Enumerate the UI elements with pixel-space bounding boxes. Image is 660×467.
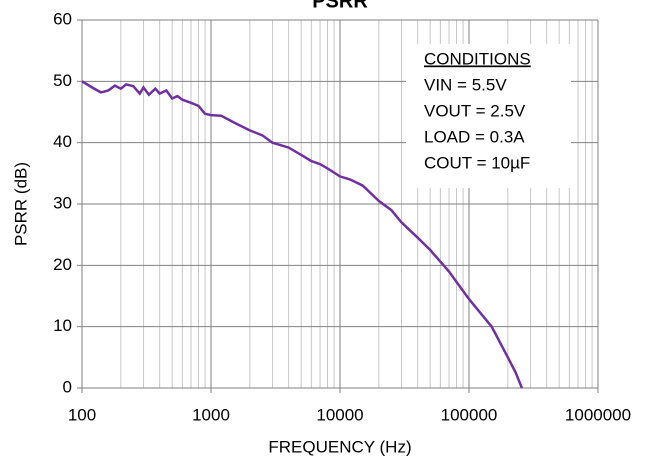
y-tick-label: 50 (53, 71, 72, 90)
x-tick-label: 100000 (441, 405, 498, 424)
chart-title: PSRR (312, 0, 368, 12)
y-tick-label: 30 (53, 193, 72, 212)
y-tick-label: 40 (53, 132, 72, 151)
annotation-line: LOAD = 0.3A (424, 127, 525, 146)
x-tick-label: 1000 (192, 405, 230, 424)
x-axis-label: FREQUENCY (Hz) (268, 437, 411, 456)
annotation-line: VOUT = 2.5V (424, 101, 526, 120)
y-axis-label: PSRR (dB) (11, 162, 30, 246)
y-tick-label: 0 (63, 377, 72, 396)
annotation-line: VIN = 5.5V (424, 75, 507, 94)
annotation-box (406, 44, 571, 188)
y-tick-label: 60 (53, 9, 72, 28)
annotation-title: CONDITIONS (424, 49, 531, 68)
data-line (81, 80, 524, 389)
x-tick-label: 10000 (316, 405, 363, 424)
annotation-line: COUT = 10µF (424, 153, 530, 172)
y-tick-label: 20 (53, 255, 72, 274)
y-tick-label: 10 (53, 316, 72, 335)
x-tick-label: 100 (68, 405, 96, 424)
x-tick-label: 1000000 (565, 405, 631, 424)
